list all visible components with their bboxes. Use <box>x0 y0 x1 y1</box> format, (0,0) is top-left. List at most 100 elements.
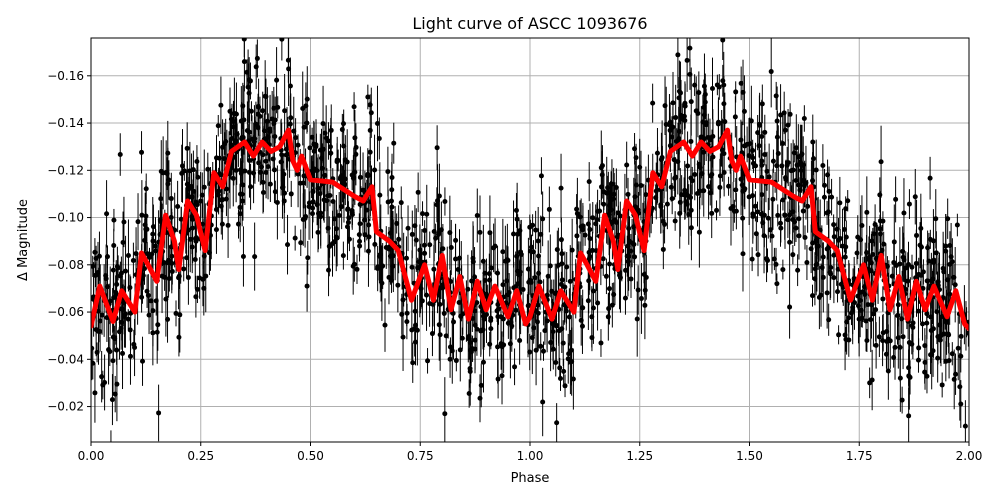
data-point <box>544 318 550 324</box>
data-point <box>139 149 145 155</box>
data-point <box>429 331 435 337</box>
data-point <box>500 282 506 288</box>
data-point <box>117 152 123 158</box>
data-point <box>104 211 110 217</box>
data-point <box>710 133 716 139</box>
data-point <box>248 108 254 114</box>
data-point <box>677 90 683 96</box>
data-point <box>566 351 572 357</box>
data-point <box>796 233 802 239</box>
data-point <box>684 57 690 63</box>
data-point <box>696 90 702 96</box>
data-point <box>831 252 837 258</box>
data-point <box>499 373 505 379</box>
data-point <box>795 267 801 273</box>
data-point <box>515 231 521 237</box>
data-point <box>252 136 258 142</box>
data-point <box>784 162 790 168</box>
data-point <box>205 166 211 172</box>
data-point <box>958 333 964 339</box>
data-point <box>344 159 350 165</box>
data-point <box>288 115 294 121</box>
data-point <box>785 122 791 128</box>
data-point <box>946 332 952 338</box>
data-point <box>662 103 668 109</box>
data-point <box>915 357 921 363</box>
data-point <box>466 391 472 397</box>
data-point <box>156 410 162 416</box>
data-point <box>540 216 546 222</box>
data-point <box>930 326 936 332</box>
data-point <box>638 295 644 301</box>
data-point <box>603 273 609 279</box>
data-point <box>206 250 212 256</box>
data-point <box>589 314 595 320</box>
data-point <box>216 188 222 194</box>
data-point <box>341 143 347 149</box>
y-tick-label: −0.04 <box>47 352 84 366</box>
data-point <box>568 347 574 353</box>
data-point <box>203 273 209 279</box>
data-point <box>506 290 512 296</box>
data-point <box>201 285 207 291</box>
data-point <box>467 340 473 346</box>
data-point <box>951 376 957 382</box>
data-point <box>643 192 649 198</box>
data-point <box>253 64 259 70</box>
data-point <box>560 340 566 346</box>
data-point <box>793 178 799 184</box>
data-point <box>237 204 243 210</box>
chart-title: Light curve of ASCC 1093676 <box>412 14 647 33</box>
data-point <box>877 192 883 198</box>
data-point <box>320 121 326 127</box>
data-point <box>96 253 102 259</box>
data-point <box>933 250 939 256</box>
data-point <box>892 344 898 350</box>
data-point <box>906 261 912 267</box>
data-point <box>808 246 814 252</box>
data-point <box>750 160 756 166</box>
data-point <box>300 180 306 186</box>
data-point <box>924 373 930 379</box>
data-point <box>753 231 759 237</box>
data-point <box>782 127 788 133</box>
data-point <box>741 108 747 114</box>
data-point <box>880 330 886 336</box>
data-point <box>425 358 431 364</box>
data-point <box>609 219 615 225</box>
data-point <box>350 263 356 269</box>
data-point <box>323 135 329 141</box>
data-point <box>954 222 960 228</box>
data-point <box>569 247 575 253</box>
data-point <box>920 285 926 291</box>
data-point <box>819 264 825 270</box>
data-point <box>756 121 762 127</box>
data-point <box>821 194 827 200</box>
data-point <box>708 173 714 179</box>
data-point <box>491 245 497 251</box>
data-point <box>310 199 316 205</box>
data-point <box>905 278 911 284</box>
data-point <box>279 38 285 42</box>
data-point <box>133 251 139 257</box>
data-point <box>688 99 694 105</box>
data-point <box>557 365 563 371</box>
data-point <box>916 271 922 277</box>
data-point <box>609 302 615 308</box>
data-point <box>909 264 915 270</box>
data-point <box>695 190 701 196</box>
data-point <box>239 135 245 141</box>
data-point <box>120 350 126 356</box>
data-point <box>169 253 175 259</box>
data-point <box>831 275 837 281</box>
data-point <box>918 244 924 250</box>
data-point <box>121 219 127 225</box>
data-point <box>779 163 785 169</box>
data-point <box>947 261 953 267</box>
data-point <box>624 253 630 259</box>
data-point <box>447 356 453 362</box>
data-point <box>800 208 806 214</box>
data-point <box>351 104 357 110</box>
data-point <box>282 108 288 114</box>
data-point <box>143 186 149 192</box>
